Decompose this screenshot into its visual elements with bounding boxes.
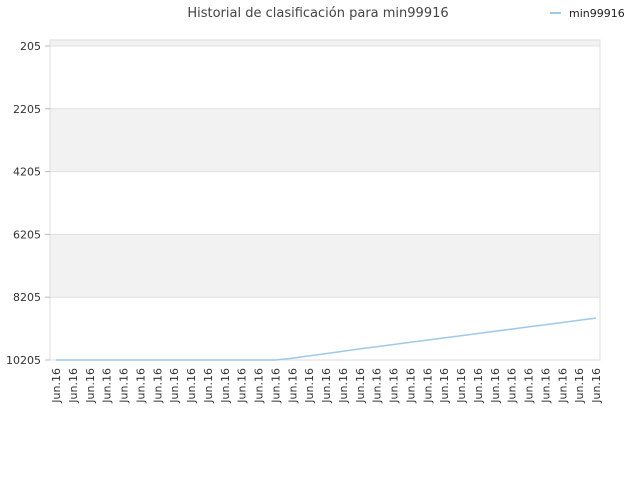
x-tick-label: Jun.16 (539, 368, 552, 404)
x-tick-label: Jun.16 (67, 368, 80, 404)
x-tick-label: Jun.16 (573, 368, 586, 404)
band-top (50, 40, 600, 46)
x-tick-label: Jun.16 (421, 368, 434, 404)
x-tick-label: Jun.16 (354, 368, 367, 404)
x-tick-label: Jun.16 (286, 368, 299, 404)
x-axis: Jun.16 Jun.16 Jun.16 Jun.16 Jun.16 Jun.16 Jun.… (50, 368, 603, 404)
x-tick-label: Jun.16 (219, 368, 232, 404)
x-tick-label: Jun.16 (556, 368, 569, 404)
y-tick-label: 205 (20, 40, 41, 53)
x-tick-label: Jun.16 (489, 368, 502, 404)
x-tick-label: Jun.16 (523, 368, 536, 404)
x-tick-label: Jun.16 (506, 368, 519, 404)
legend: min99916 (550, 7, 625, 20)
x-tick-label: Jun.16 (168, 368, 181, 404)
series-line-min99916 (56, 317, 597, 361)
y-tick-label: 8205 (13, 291, 41, 304)
x-tick-label: Jun.16 (438, 368, 451, 404)
x-tick-label: Jun.16 (455, 368, 468, 404)
x-tick-label: Jun.16 (151, 368, 164, 404)
x-tick-label: Jun.16 (101, 368, 114, 404)
x-tick-label: Jun.16 (590, 368, 603, 404)
x-tick-label: Jun.16 (253, 368, 266, 404)
series-layer (56, 317, 597, 361)
band (50, 234, 600, 298)
x-tick-label: Jun.16 (134, 368, 147, 404)
x-tick-label: Jun.16 (50, 368, 63, 404)
x-tick-label: Jun.16 (202, 368, 215, 404)
y-tick-label: 10205 (6, 354, 41, 367)
plot-area-border (49, 39, 601, 361)
x-tick-label: Jun.16 (404, 368, 417, 404)
y-axis: 205 2205 4205 6205 8205 10205 (6, 40, 50, 367)
x-tick-label: Jun.16 (472, 368, 485, 404)
gridlines (50, 45, 600, 361)
y-tick-label: 6205 (13, 228, 41, 241)
x-tick-label: Jun.16 (118, 368, 131, 404)
x-tick-label: Jun.16 (185, 368, 198, 404)
y-tick-label: 4205 (13, 166, 41, 179)
x-tick-label: Jun.16 (269, 368, 282, 404)
chart-title: Historial de clasificación para min99916 (187, 6, 448, 21)
x-tick-label: Jun.16 (236, 368, 249, 404)
x-tick-label: Jun.16 (84, 368, 97, 404)
x-tick-label: Jun.16 (320, 368, 333, 404)
x-tick-label: Jun.16 (388, 368, 401, 404)
x-tick-label: Jun.16 (337, 368, 350, 404)
band (50, 108, 600, 172)
x-tick-label: Jun.16 (303, 368, 316, 404)
background-bands (50, 40, 600, 298)
y-tick-label: 2205 (13, 103, 41, 116)
x-tick-label: Jun.16 (371, 368, 384, 404)
legend-label-min99916: min99916 (569, 7, 625, 20)
